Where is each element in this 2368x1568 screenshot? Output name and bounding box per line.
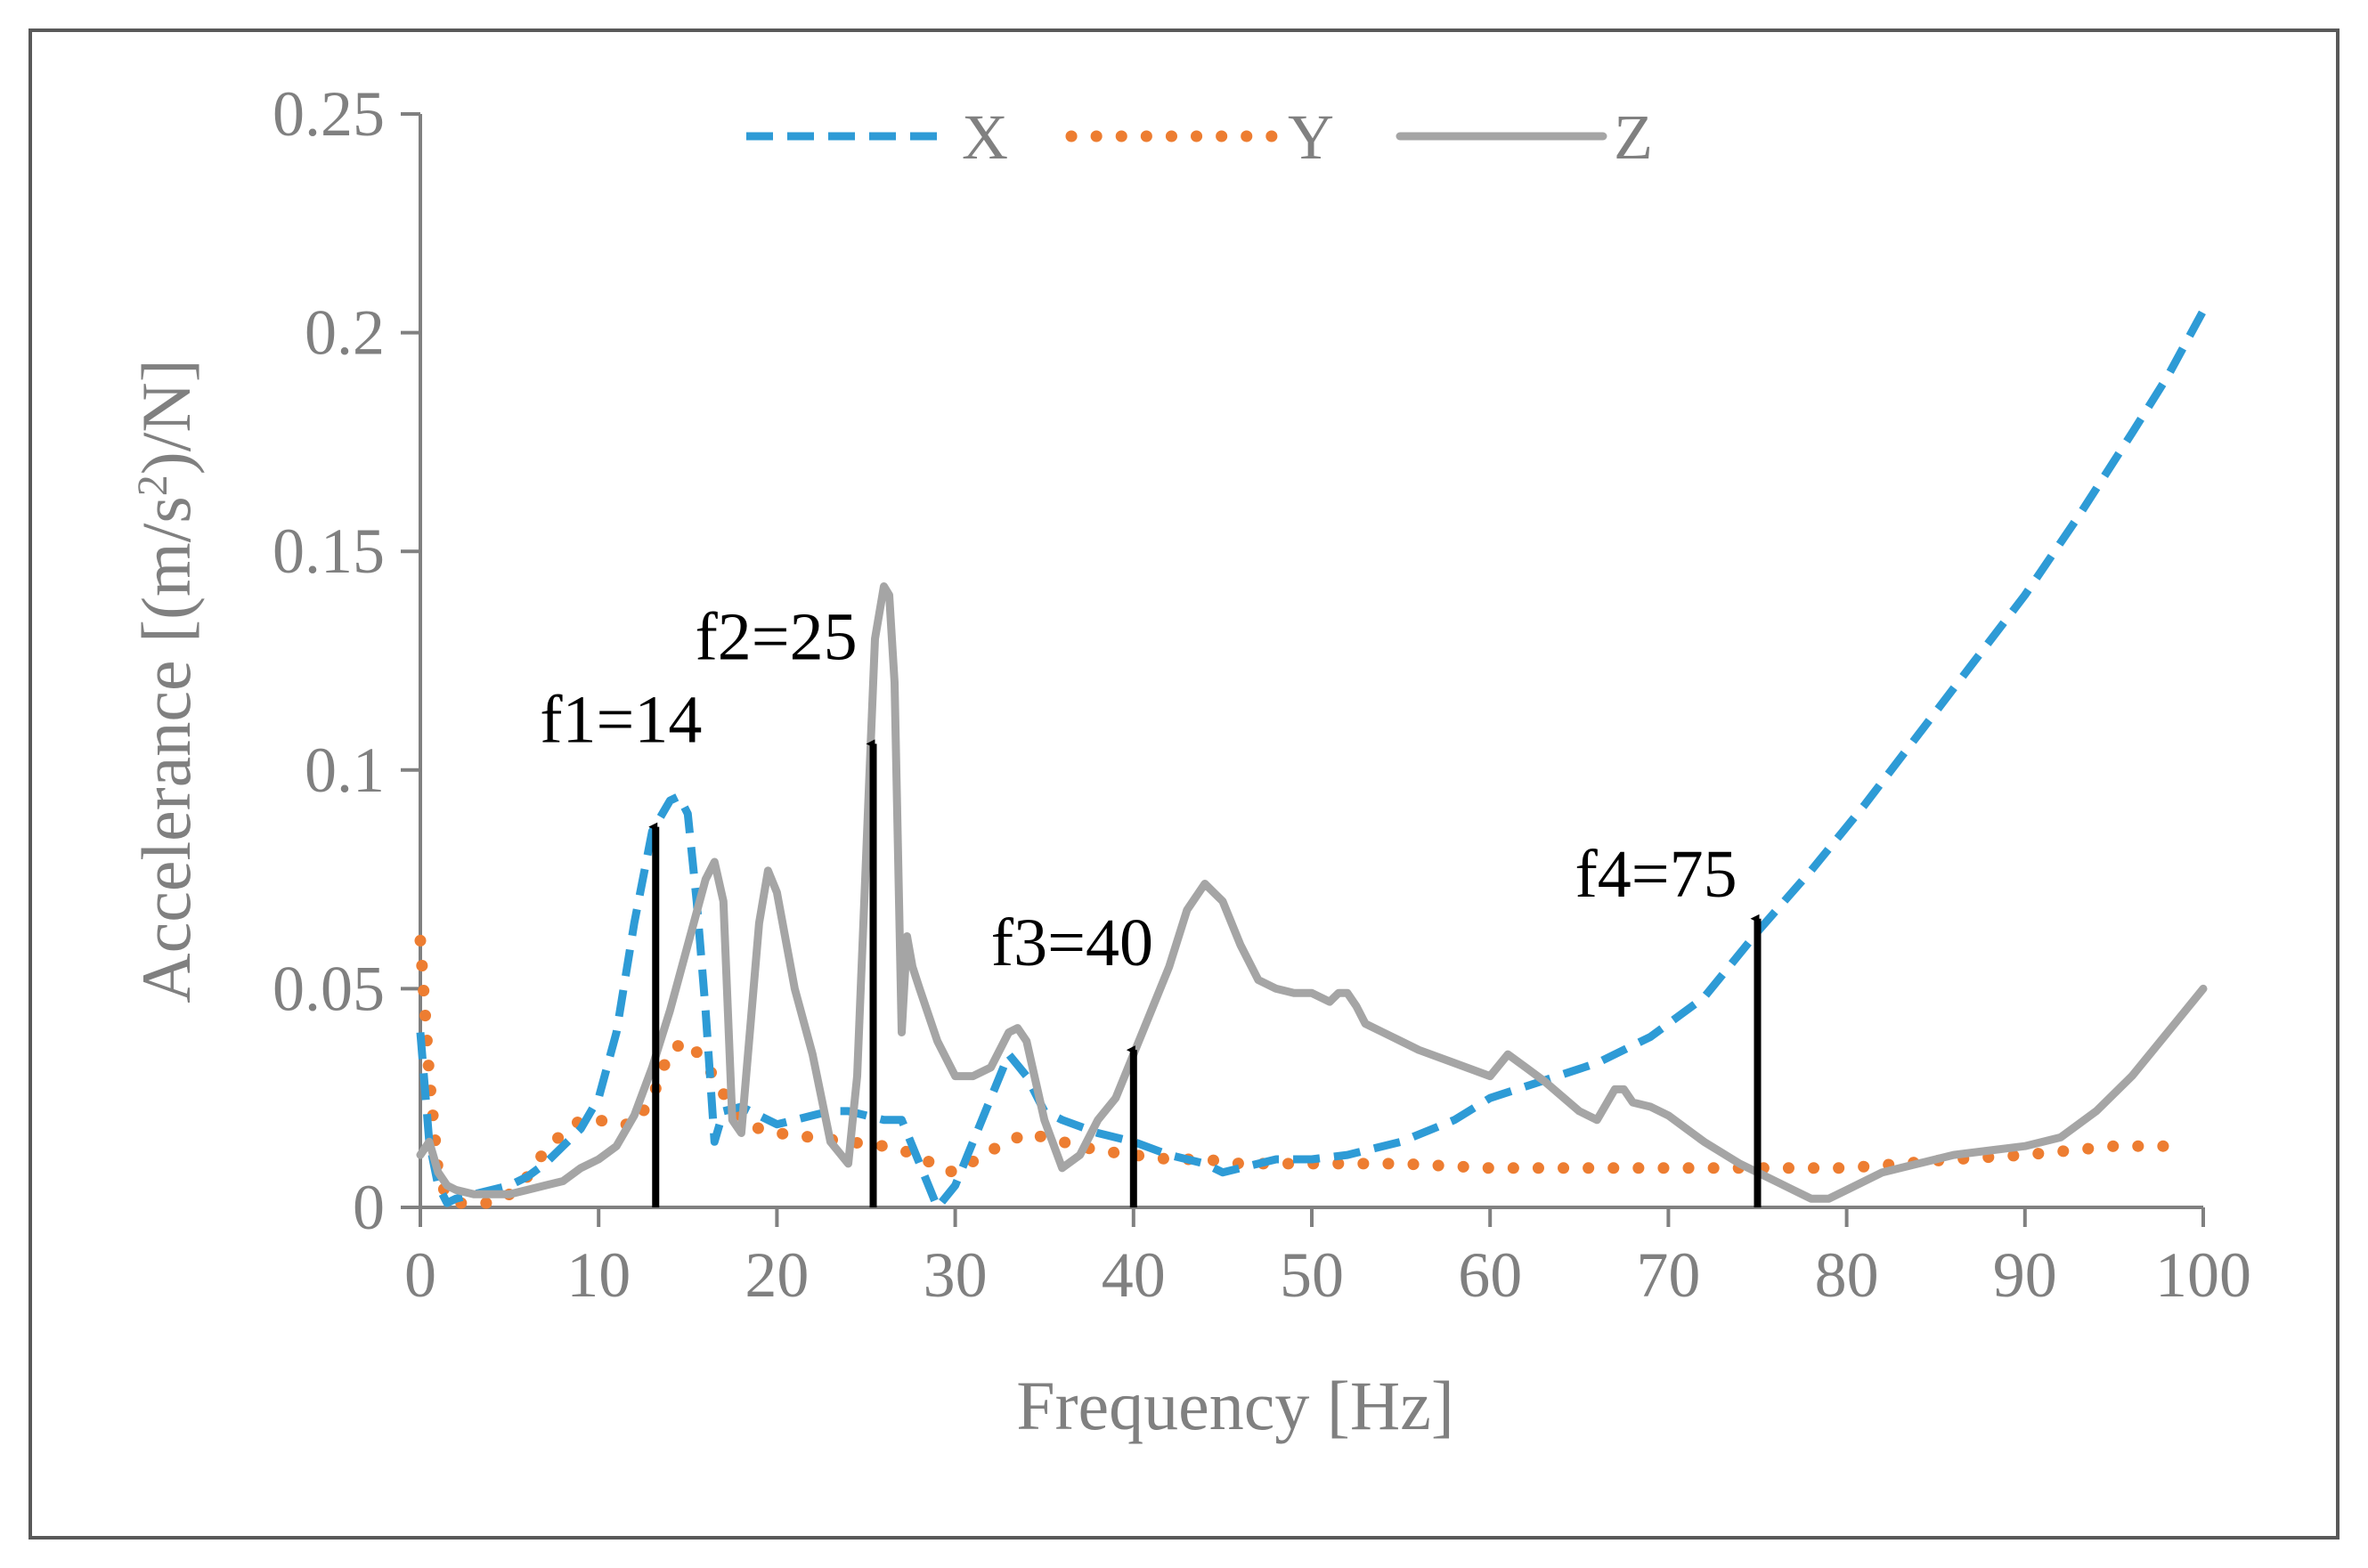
x-tick-labels: 0 10 20 30 40 50 60 70 80 90 100 bbox=[404, 1239, 2251, 1311]
x-tick-label: 30 bbox=[924, 1239, 988, 1311]
x-tick-label: 80 bbox=[1815, 1239, 1879, 1311]
y-tick-label: 0.15 bbox=[273, 516, 385, 587]
legend-label: Z bbox=[1614, 102, 1653, 173]
y-tick-label: 0.25 bbox=[273, 78, 385, 150]
chart-frame bbox=[28, 28, 2340, 1540]
x-tick-label: 0 bbox=[404, 1239, 436, 1311]
x-tick-label: 20 bbox=[745, 1239, 809, 1311]
series-line-z bbox=[416, 582, 2208, 1203]
x-tick-label: 10 bbox=[566, 1239, 631, 1311]
x-tick-label: 40 bbox=[1102, 1239, 1166, 1311]
y-tick-labels: 0 0.05 0.1 0.15 0.2 0.25 bbox=[273, 78, 385, 1243]
axes bbox=[401, 112, 2205, 1227]
x-tick-label: 90 bbox=[1993, 1239, 2057, 1311]
annotations: f1=14 f2=25 f3=40 f4=75 bbox=[540, 599, 1762, 1207]
x-axis-label: Frequency [Hz] bbox=[1016, 1367, 1454, 1444]
annotation-label: f2=25 bbox=[696, 599, 858, 674]
legend-item-y: Y bbox=[1065, 102, 1334, 173]
y-tick-label: 0.1 bbox=[305, 735, 385, 806]
x-tick-label: 70 bbox=[1636, 1239, 1700, 1311]
legend-label: Y bbox=[1288, 102, 1334, 173]
y-tick-label: 0.05 bbox=[273, 953, 385, 1024]
annotation-label: f3=40 bbox=[991, 906, 1153, 980]
annotation-label: f1=14 bbox=[540, 683, 702, 758]
x-tick-label: 50 bbox=[1280, 1239, 1344, 1311]
y-tick-label: 0.2 bbox=[305, 297, 385, 369]
legend-label: X bbox=[962, 102, 1008, 173]
annotation-label: f4=75 bbox=[1575, 837, 1737, 912]
series-line-x bbox=[416, 308, 2207, 1212]
legend-item-x: X bbox=[746, 102, 1008, 173]
series-lines bbox=[414, 308, 2208, 1212]
y-tick-label: 0 bbox=[353, 1172, 385, 1243]
legend-item-z: Z bbox=[1396, 102, 1653, 173]
legend: X Y Z bbox=[746, 102, 1653, 173]
series-line-y bbox=[414, 934, 2174, 1209]
x-tick-label: 100 bbox=[2155, 1239, 2251, 1311]
x-tick-label: 60 bbox=[1458, 1239, 1522, 1311]
y-axis-label: Accelerance [(m/s2)/N] bbox=[127, 359, 205, 1003]
